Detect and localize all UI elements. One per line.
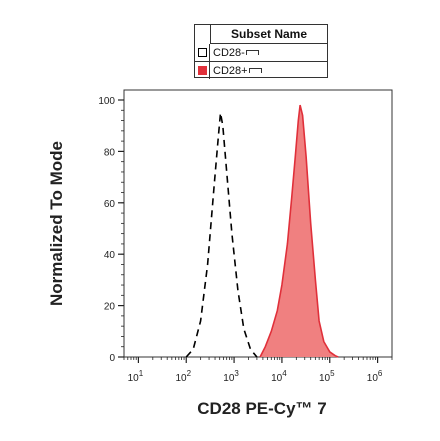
x-tick-label: 102 <box>175 369 191 384</box>
y-tick-label: 60 <box>104 199 116 210</box>
legend-entry-cd28-pos: CD28+ <box>195 62 327 79</box>
series-outline-cd28- <box>259 104 339 358</box>
series-layer <box>185 104 339 358</box>
legend-title: Subset Name <box>210 25 327 44</box>
legend-swatch-cd28-pos <box>197 66 207 75</box>
series-area-cd28- <box>260 105 339 357</box>
series-line-cd28- <box>185 112 258 358</box>
y-tick-label: 100 <box>98 96 115 107</box>
plot-frame <box>123 89 393 358</box>
x-tick-label: 104 <box>271 369 287 384</box>
x-tick-label: 101 <box>128 369 144 384</box>
legend-swatch-cd28-neg <box>197 48 207 57</box>
x-axis-label: CD28 PE-Cy™ 7 <box>197 399 326 418</box>
x-tick-label: 105 <box>319 369 335 384</box>
y-tick-label: 80 <box>104 147 116 158</box>
x-tick-label: 103 <box>223 369 239 384</box>
legend-entry-cd28-neg: CD28- <box>195 44 327 62</box>
legend-label-cd28-pos: CD28+ <box>213 64 248 77</box>
y-tick-label: 20 <box>104 302 116 313</box>
legend-label-cd28-neg: CD28- <box>213 46 245 59</box>
y-axis-label: Normalized To Mode <box>47 141 66 306</box>
legend: Subset Name CD28- CD28+ <box>194 24 328 79</box>
y-tick-label: 40 <box>104 250 116 261</box>
x-tick-label: 106 <box>367 369 383 384</box>
y-tick-label: 0 <box>109 353 115 364</box>
